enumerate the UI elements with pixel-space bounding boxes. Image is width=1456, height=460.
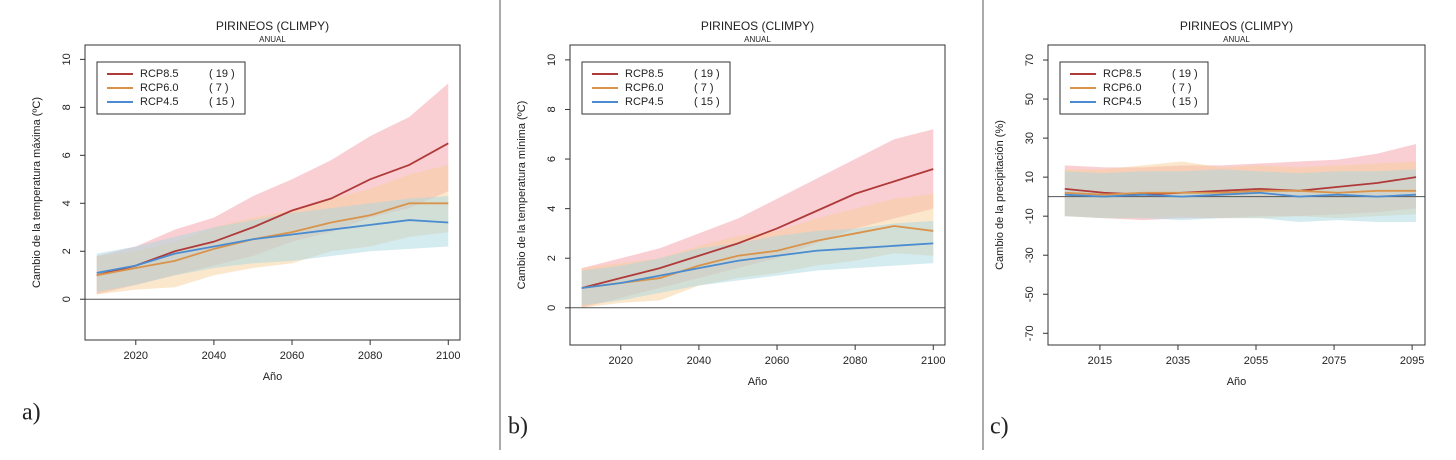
- chart-title: PIRINEOS (CLIMPY): [1180, 19, 1293, 33]
- panel-label: b): [508, 414, 528, 440]
- legend-label: RCP4.5: [1103, 96, 1142, 108]
- chart-title: PIRINEOS (CLIMPY): [216, 19, 329, 33]
- y-tick-label: 4: [61, 200, 73, 206]
- y-axis-label: Cambio de la temperatura máxima (ºC): [31, 97, 43, 288]
- y-tick-label: 0: [546, 305, 558, 311]
- panel-label: a): [22, 400, 41, 426]
- y-tick-label: 10: [61, 53, 73, 65]
- y-tick-label: -30: [1024, 247, 1036, 263]
- series-line: [96, 219, 449, 274]
- y-tick-label: 10: [1024, 171, 1036, 183]
- series-line: [96, 142, 449, 277]
- series-line: [1064, 191, 1417, 198]
- legend-count: ( 19 ): [209, 68, 235, 80]
- chart-subtitle: ANUAL: [259, 35, 286, 44]
- legend-label: RCP8.5: [140, 68, 179, 80]
- legend-count: ( 15 ): [209, 96, 235, 108]
- y-tick-label: 4: [546, 206, 558, 212]
- y-tick-label: -50: [1024, 286, 1036, 302]
- legend-count: ( 7 ): [209, 82, 229, 94]
- y-tick-label: 10: [546, 54, 558, 66]
- y-tick-label: 2: [61, 248, 73, 254]
- y-tick-label: 8: [546, 106, 558, 112]
- series-line: [1064, 189, 1417, 196]
- legend-count: ( 15 ): [1172, 96, 1198, 108]
- y-tick-label: 50: [1024, 93, 1036, 105]
- x-tick-label: 2080: [358, 350, 382, 362]
- y-tick-label: 30: [1024, 132, 1036, 144]
- y-tick-label: -10: [1024, 208, 1036, 224]
- x-tick-label: 2020: [124, 350, 148, 362]
- chart-subtitle: ANUAL: [1223, 35, 1250, 44]
- series-line: [581, 168, 934, 289]
- plot-frame: [1047, 44, 1426, 346]
- x-tick-label: 2035: [1166, 355, 1190, 367]
- plot-frame: [84, 44, 461, 341]
- legend-label: RCP8.5: [625, 68, 664, 80]
- x-axis-label: Año: [1227, 376, 1247, 388]
- legend-label: RCP6.0: [1103, 82, 1142, 94]
- x-tick-label: 2040: [687, 355, 711, 367]
- x-tick-label: 2060: [765, 355, 789, 367]
- series-line: [581, 225, 934, 289]
- x-tick-label: 2040: [202, 350, 226, 362]
- legend-count: ( 7 ): [694, 82, 714, 94]
- y-tick-label: -70: [1024, 325, 1036, 341]
- legend-count: ( 15 ): [694, 96, 720, 108]
- chart-subtitle: ANUAL: [744, 35, 771, 44]
- range-band: [1064, 169, 1417, 223]
- y-tick-label: 8: [61, 104, 73, 110]
- x-tick-label: 2055: [1244, 355, 1268, 367]
- x-tick-label: 2095: [1400, 355, 1424, 367]
- x-axis-label: Año: [263, 371, 283, 383]
- x-tick-label: 2020: [609, 355, 633, 367]
- plot-frame: [569, 44, 946, 346]
- legend-count: ( 7 ): [1172, 82, 1192, 94]
- y-axis-label: Cambio de la precipitación (%): [994, 120, 1006, 270]
- legend-label: RCP4.5: [140, 96, 179, 108]
- legend-label: RCP6.0: [140, 82, 179, 94]
- legend-count: ( 19 ): [1172, 68, 1198, 80]
- y-tick-label: 6: [546, 156, 558, 162]
- series-line: [581, 242, 934, 289]
- legend-label: RCP6.0: [625, 82, 664, 94]
- range-band: [581, 221, 934, 306]
- range-band: [96, 196, 449, 293]
- chart-title: PIRINEOS (CLIMPY): [701, 19, 814, 33]
- legend-count: ( 19 ): [694, 68, 720, 80]
- legend-label: RCP8.5: [1103, 68, 1142, 80]
- x-tick-label: 2015: [1088, 355, 1112, 367]
- x-axis-label: Año: [748, 376, 768, 388]
- y-tick-label: 70: [1024, 54, 1036, 66]
- y-tick-label: 2: [546, 255, 558, 261]
- x-tick-label: 2060: [280, 350, 304, 362]
- y-tick-label: 6: [61, 152, 73, 158]
- panel-label: c): [990, 414, 1009, 440]
- x-tick-label: 2100: [921, 355, 945, 367]
- y-tick-label: 0: [61, 296, 73, 302]
- x-tick-label: 2075: [1322, 355, 1346, 367]
- series-line: [96, 202, 449, 277]
- legend-label: RCP4.5: [625, 96, 664, 108]
- x-tick-label: 2100: [436, 350, 460, 362]
- x-tick-label: 2080: [843, 355, 867, 367]
- y-axis-label: Cambio de la temperatura mínima (ºC): [516, 101, 528, 290]
